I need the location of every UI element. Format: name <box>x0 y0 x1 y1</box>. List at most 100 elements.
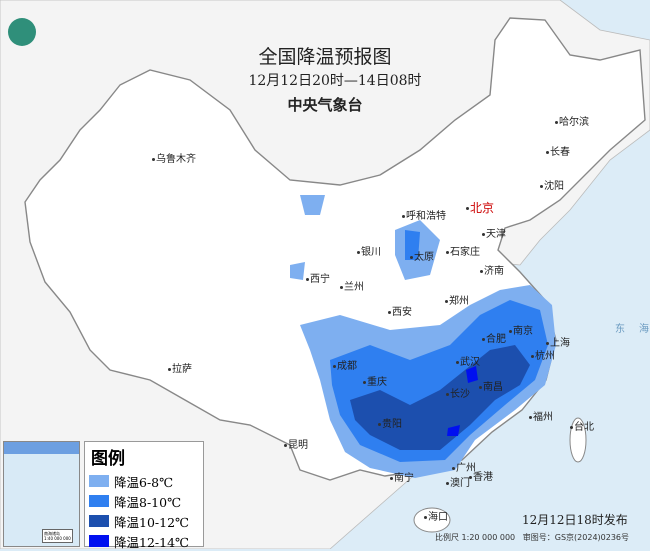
legend-item-6-8: 降温6-8℃ <box>89 471 203 491</box>
city-label: 海口 <box>424 508 448 523</box>
city-label: 南京 <box>509 322 533 337</box>
review-number: 审图号：GS京(2024)0236号 <box>522 533 630 542</box>
city-label: 南宁 <box>390 469 414 484</box>
city-name: 兰州 <box>344 282 364 293</box>
area-12-14 <box>447 366 478 436</box>
city-label: 贵阳 <box>378 415 402 430</box>
city-name: 合肥 <box>486 334 506 345</box>
city-name: 哈尔滨 <box>559 117 589 128</box>
city-name: 贵阳 <box>382 419 402 430</box>
city-name: 海口 <box>428 512 448 523</box>
city-name: 重庆 <box>367 377 387 388</box>
city-dot-icon <box>531 354 534 358</box>
city-label: 呼和浩特 <box>402 207 446 222</box>
legend-title: 图例 <box>91 449 125 469</box>
legend-swatch <box>89 515 109 527</box>
city-dot-icon <box>480 269 483 273</box>
legend-swatch <box>89 475 109 487</box>
legend-label: 降温6-8℃ <box>114 474 174 490</box>
city-dot-icon <box>333 364 336 368</box>
city-dot-icon <box>445 299 448 303</box>
city-label: 西安 <box>388 303 412 318</box>
legend-item-10-12: 降温10-12℃ <box>89 511 203 531</box>
city-label: 太原 <box>410 248 434 263</box>
city-name: 北京 <box>470 201 495 215</box>
city-name: 武汉 <box>460 357 480 368</box>
city-name: 福州 <box>533 412 553 423</box>
city-label: 沈阳 <box>540 177 564 192</box>
city-dot-icon <box>482 232 485 236</box>
city-label: 武汉 <box>456 353 480 368</box>
city-dot-icon <box>446 250 449 254</box>
city-label: 合肥 <box>482 330 506 345</box>
city-name: 南昌 <box>483 382 503 393</box>
city-label: 上海 <box>546 334 570 349</box>
city-name: 南京 <box>513 326 533 337</box>
city-dot-icon <box>546 341 549 345</box>
city-label: 天津 <box>482 225 506 240</box>
area-10-12 <box>350 345 530 450</box>
legend-label: 降温10-12℃ <box>114 514 190 530</box>
city-name: 太原 <box>414 252 434 263</box>
hainan-island <box>413 507 451 533</box>
city-dot-icon <box>529 415 532 419</box>
city-dot-icon <box>378 422 381 426</box>
published-time: 12月12日18时发布 <box>522 513 628 527</box>
city-label: 广州 <box>452 459 476 474</box>
city-name: 澳门 <box>450 478 470 489</box>
city-dot-icon <box>390 476 393 480</box>
city-label: 兰州 <box>340 278 364 293</box>
legend-label: 降温8-10℃ <box>114 494 182 510</box>
city-dot-icon <box>509 329 512 333</box>
city-dot-icon <box>340 285 343 289</box>
city-label: 台北 <box>570 418 594 433</box>
city-name: 长春 <box>550 147 570 158</box>
city-label: 郑州 <box>445 292 469 307</box>
city-name: 昆明 <box>288 440 308 451</box>
city-label: 香港 <box>469 468 493 483</box>
city-label: 石家庄 <box>446 243 480 258</box>
city-dot-icon <box>168 367 171 371</box>
city-dot-icon <box>482 337 485 341</box>
city-name: 西安 <box>392 307 412 318</box>
city-name: 广州 <box>456 463 476 474</box>
city-dot-icon <box>466 207 469 210</box>
legend: 图例 降温6-8℃ 降温8-10℃ 降温10-12℃ 降温12-14℃ <box>84 441 204 550</box>
city-name: 西宁 <box>310 274 330 285</box>
city-dot-icon <box>452 466 455 470</box>
city-dot-icon <box>570 425 573 429</box>
city-dot-icon <box>546 150 549 154</box>
city-name: 杭州 <box>535 351 555 362</box>
city-name: 沈阳 <box>544 181 564 192</box>
city-name: 天津 <box>486 229 506 240</box>
south-china-sea-inset: 南海诸岛 1:40 000 000 <box>3 441 80 547</box>
city-dot-icon <box>152 157 155 161</box>
city-label: 济南 <box>480 262 504 277</box>
city-dot-icon <box>456 360 459 364</box>
city-name: 呼和浩特 <box>406 211 446 222</box>
city-dot-icon <box>284 443 287 447</box>
city-label: 西宁 <box>306 270 330 285</box>
city-label: 拉萨 <box>168 360 192 375</box>
city-name: 香港 <box>473 472 493 483</box>
city-dot-icon <box>446 481 449 485</box>
city-label: 南昌 <box>479 378 503 393</box>
city-dot-icon <box>424 515 427 519</box>
city-dot-icon <box>363 380 366 384</box>
city-name: 上海 <box>550 338 570 349</box>
city-dot-icon <box>469 475 472 479</box>
city-label: 成都 <box>333 357 357 372</box>
inset-label: 南海诸岛 1:40 000 000 <box>42 529 73 543</box>
scale-text: 比例尺 1:20 000 000 <box>435 533 516 542</box>
city-dot-icon <box>402 214 405 218</box>
cooling-areas <box>290 195 556 478</box>
legend-item-8-10: 降温8-10℃ <box>89 491 203 511</box>
legend-swatch <box>89 495 109 507</box>
city-name: 台北 <box>574 422 594 433</box>
issuer: 中央气象台 <box>287 96 363 114</box>
city-label: 银川 <box>357 243 381 258</box>
city-name: 南宁 <box>394 473 414 484</box>
city-label: 福州 <box>529 408 553 423</box>
city-label: 昆明 <box>284 436 308 451</box>
